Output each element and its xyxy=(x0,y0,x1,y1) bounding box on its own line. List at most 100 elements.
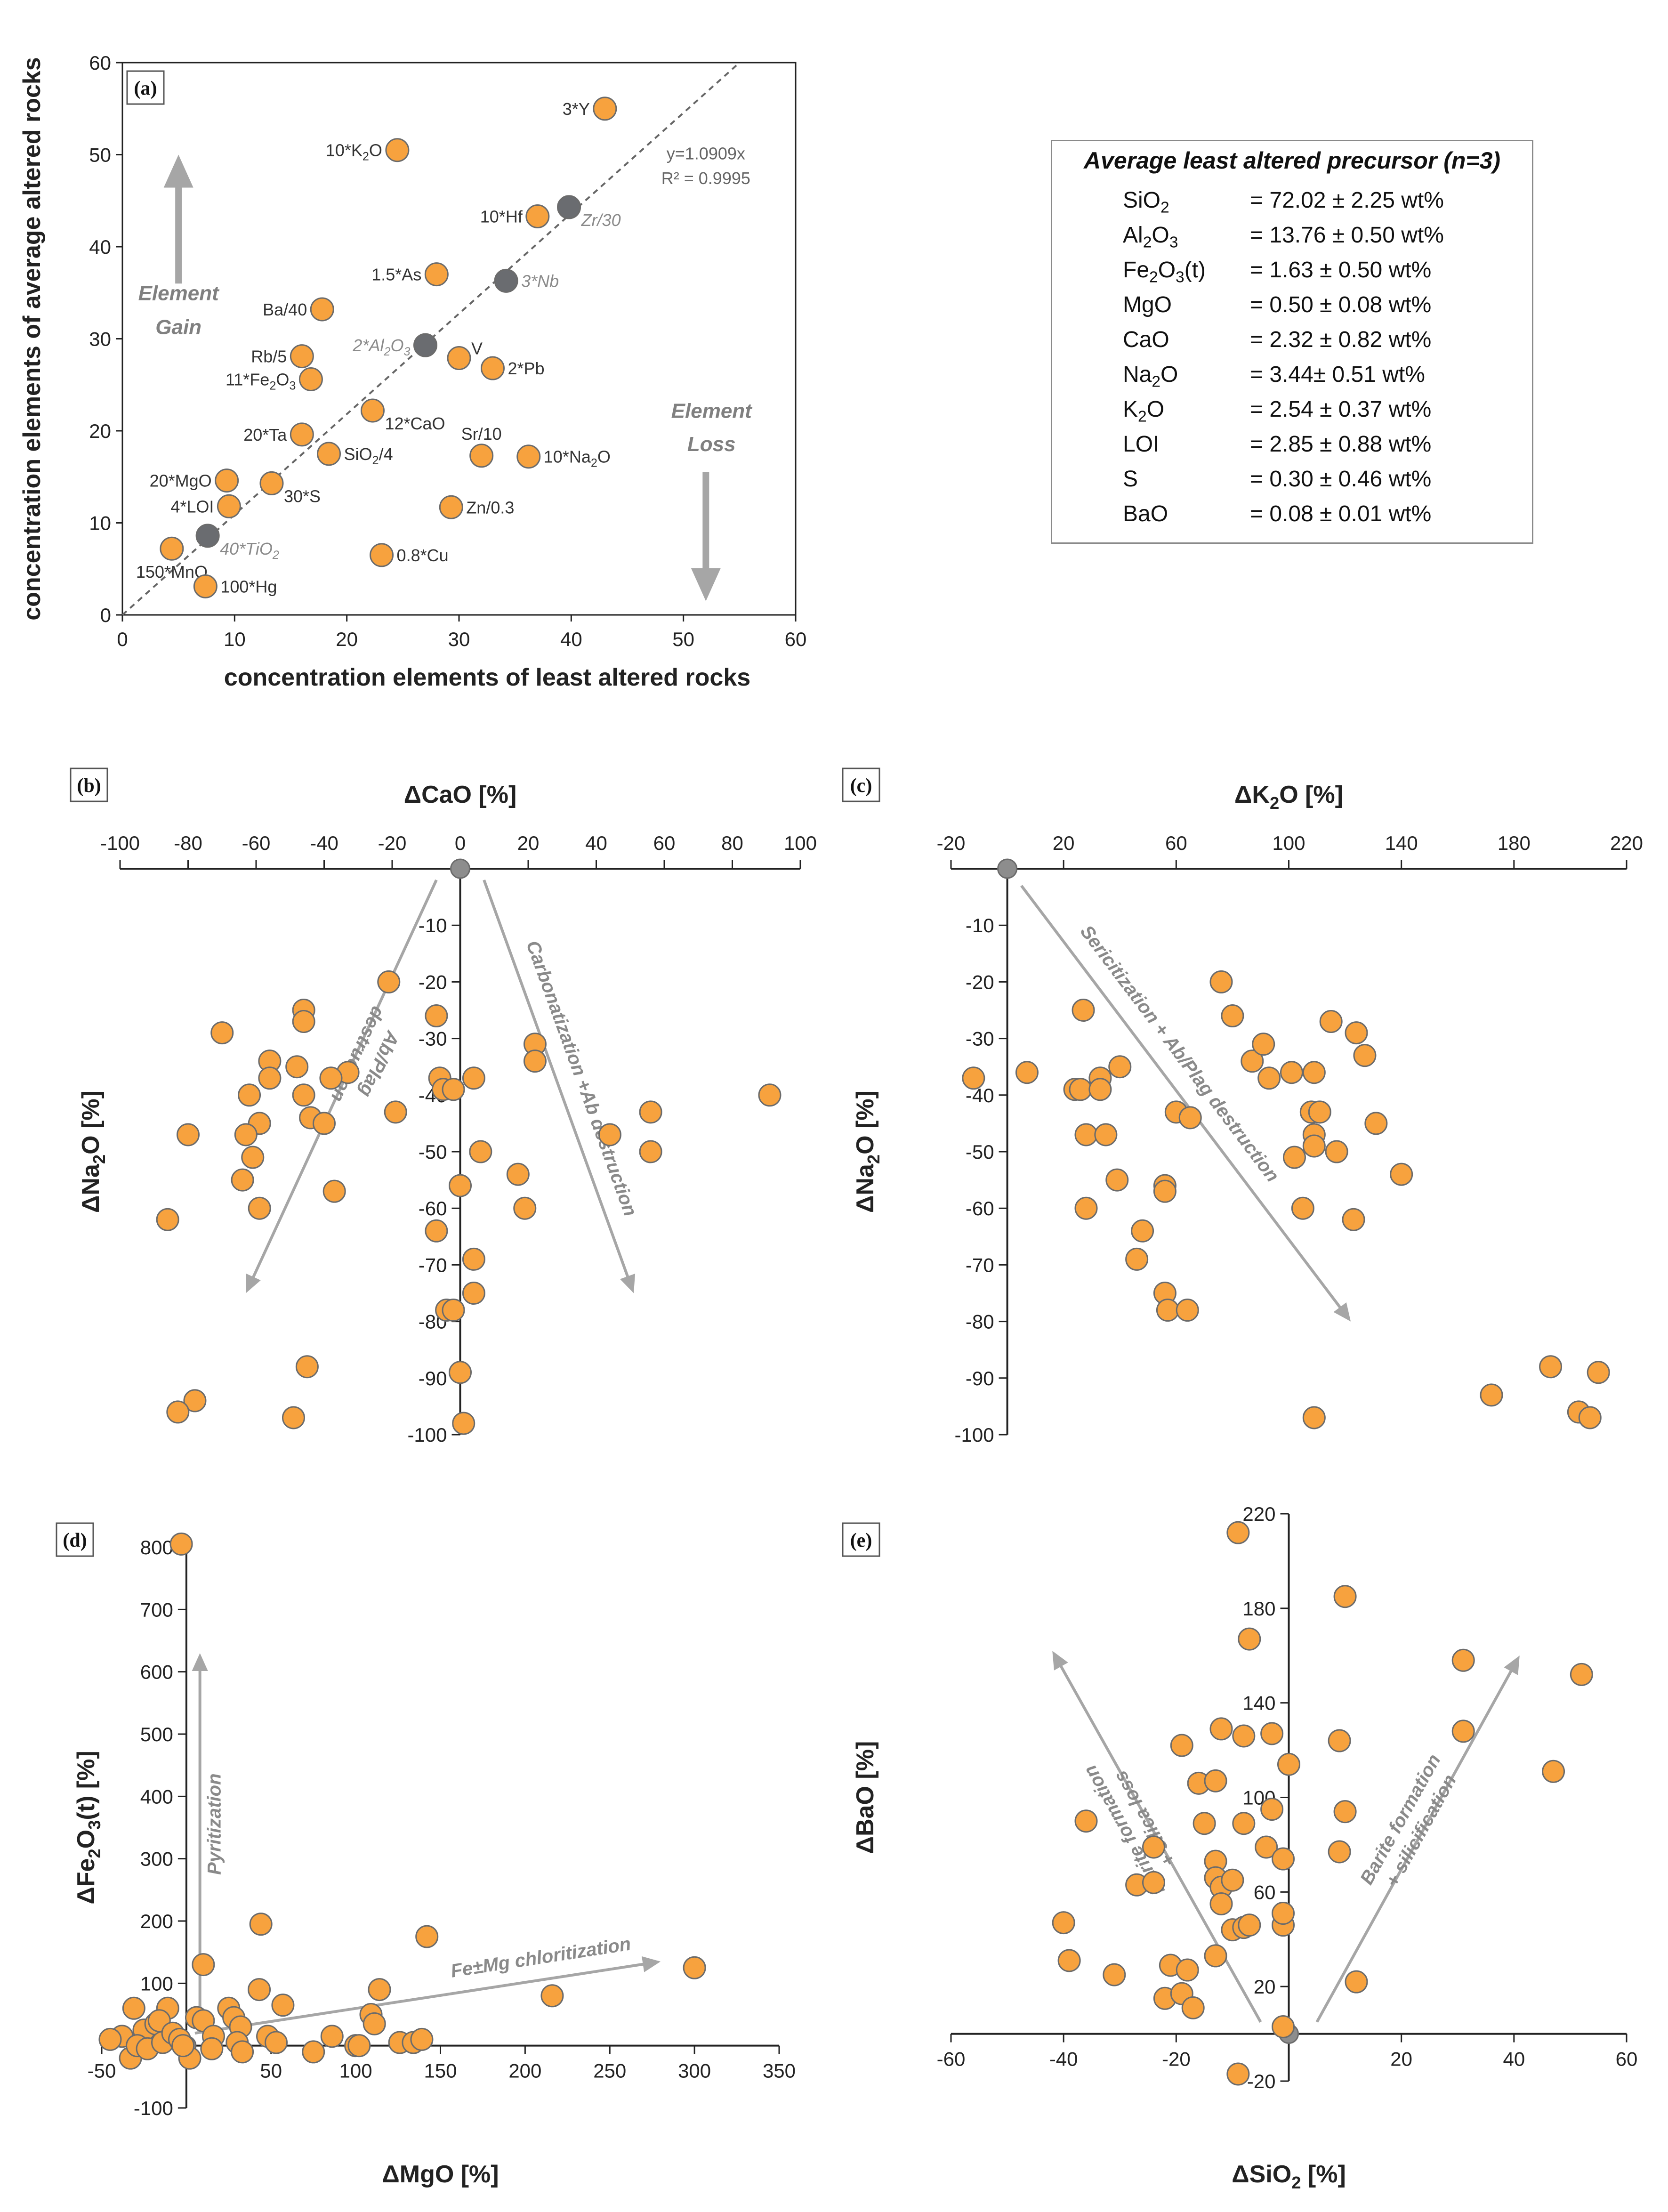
data-point xyxy=(1209,1892,1233,1915)
element-gain-label: Element xyxy=(138,282,220,305)
data-point xyxy=(248,1978,271,2002)
data-point xyxy=(442,1299,465,1322)
point-label: 1.5*As xyxy=(371,265,421,284)
x-tick-label: 220 xyxy=(1610,832,1643,854)
trend-arrow-head xyxy=(192,1653,208,1671)
data-point xyxy=(1074,1123,1098,1146)
trend-label: Fe±Mg chloritization xyxy=(449,1933,632,1981)
x-tick-label: 10 xyxy=(224,628,246,650)
trend-arrow-head xyxy=(642,1956,661,1972)
data-point xyxy=(1257,1066,1281,1090)
data-point xyxy=(368,1978,391,2002)
panel-label: (b) xyxy=(70,767,108,802)
data-point xyxy=(1142,1835,1165,1859)
data-point xyxy=(1272,1902,1295,1925)
panel-label-text: (b) xyxy=(77,775,101,797)
data-point xyxy=(1570,1663,1593,1686)
y-axis-label: ΔFe2O3(t) [%] xyxy=(73,1751,104,1904)
x-tick-label: 200 xyxy=(508,2060,541,2082)
data-point xyxy=(639,1140,662,1163)
data-point xyxy=(271,1994,295,2017)
y-axis-label: ΔNa2O [%] xyxy=(77,1090,109,1213)
data-point xyxy=(1272,1847,1295,1871)
data-point xyxy=(1105,1168,1129,1192)
data-point xyxy=(160,536,184,561)
data-point xyxy=(1209,1717,1233,1741)
legend-value: = 0.50 ± 0.08 wt% xyxy=(1250,292,1432,317)
data-point xyxy=(1226,1521,1250,1544)
y-tick-label: 800 xyxy=(140,1536,173,1558)
x-tick-label: 30 xyxy=(448,628,470,650)
x-tick-label: -60 xyxy=(242,832,271,854)
panel-label: (d) xyxy=(56,1522,94,1557)
data-point xyxy=(1345,1970,1368,1994)
legend-value: = 0.08 ± 0.01 wt% xyxy=(1250,501,1432,526)
data-point xyxy=(1277,1752,1300,1776)
legend-value: = 2.54 ± 0.37 wt% xyxy=(1250,397,1432,422)
element-loss-arrow-head xyxy=(691,568,721,601)
panel-c: -20 20 60 100 140 180 220-10-20-30-40-50-60-70… xyxy=(842,767,1643,1446)
data-point xyxy=(156,1208,179,1231)
data-point xyxy=(598,1123,621,1146)
data-point xyxy=(1094,1123,1118,1146)
x-tick-label: 50 xyxy=(672,628,694,650)
data-point xyxy=(1587,1361,1610,1384)
data-point xyxy=(481,356,505,380)
data-point xyxy=(449,1361,472,1384)
data-point xyxy=(238,1083,261,1107)
panel-e: -60 -40 -20 20 40 60-202060100140180220ΔSiO2 … xyxy=(842,1503,1637,2192)
legend-value: = 2.32 ± 0.82 wt% xyxy=(1250,327,1432,352)
y-axis-label: ΔBaO [%] xyxy=(852,1741,879,1854)
data-point xyxy=(1238,1627,1261,1651)
x-tick-label: 40 xyxy=(1503,2048,1525,2070)
legend-key: MgO xyxy=(1123,292,1172,317)
y-tick-label: 300 xyxy=(140,1848,173,1870)
data-point xyxy=(415,1925,439,1948)
data-point xyxy=(177,1123,200,1146)
data-point xyxy=(1125,1247,1149,1271)
x-tick-label: -100 xyxy=(100,832,140,854)
origin-point xyxy=(997,858,1018,879)
y-tick-label: -60 xyxy=(419,1197,447,1219)
point-label: 3*Nb xyxy=(521,271,559,291)
data-point xyxy=(171,2034,195,2058)
legend-key: CaO xyxy=(1123,327,1169,352)
data-point xyxy=(122,1996,145,2020)
data-point xyxy=(1302,1134,1326,1158)
x-tick-label: 40 xyxy=(585,832,607,854)
data-point xyxy=(1353,1044,1377,1067)
panel-b: -100 -80 -60 -40 -20 0 20 40 60 80 100-10-20-30-40… xyxy=(70,767,817,1446)
data-point xyxy=(516,444,541,469)
data-point xyxy=(449,1174,472,1197)
data-point xyxy=(1260,1722,1284,1745)
x-tick-label: 140 xyxy=(1385,832,1418,854)
y-tick-label: -30 xyxy=(966,1028,994,1050)
data-point xyxy=(210,1021,234,1045)
y-tick-label: -20 xyxy=(966,971,994,993)
data-point xyxy=(1282,1146,1306,1169)
point-label: V xyxy=(471,339,483,358)
y-tick-label: 180 xyxy=(1242,1598,1275,1620)
y-tick-label: -100 xyxy=(407,1424,447,1446)
legend-key: Na2O xyxy=(1123,362,1178,391)
point-label: 2*Al2O3 xyxy=(352,336,410,358)
x-tick-label: 350 xyxy=(763,2060,796,2082)
trend-arrow-head xyxy=(1333,1302,1351,1322)
y-tick-label: -80 xyxy=(966,1311,994,1333)
data-point xyxy=(1170,1734,1193,1757)
x-tick-label: 20 xyxy=(1390,2048,1412,2070)
point-label: 10*Na2O xyxy=(544,447,611,470)
data-point xyxy=(265,2031,288,2054)
x-axis-label: ΔMgO [%] xyxy=(382,2161,499,2188)
x-tick-label: 20 xyxy=(336,628,358,650)
panel-label: (c) xyxy=(842,767,880,802)
data-point xyxy=(758,1083,782,1107)
panel-label-box xyxy=(842,767,880,802)
data-point xyxy=(1328,1729,1351,1752)
element-loss-label: Element xyxy=(671,400,753,423)
data-point xyxy=(1451,1648,1475,1672)
data-point xyxy=(425,1004,448,1028)
point-label: 3*Y xyxy=(563,99,590,119)
point-label: Zr/30 xyxy=(581,210,621,230)
y-tick-label: -20 xyxy=(419,971,447,993)
